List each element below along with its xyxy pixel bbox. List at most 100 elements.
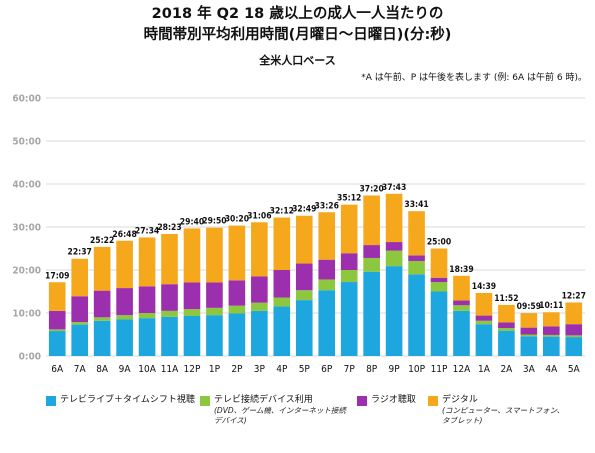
bar-segment-tv [520,336,538,356]
bar-total-label: 30:20 [225,215,249,225]
x-tick-label: 9P [389,364,401,375]
bar-segment-tv [183,316,201,356]
x-tick-label: 1A [478,364,491,375]
bar-segment-tv [408,274,425,356]
bar-segment-radio [318,259,336,280]
bar-segment-device [430,282,448,292]
bar-segment-radio [565,324,583,336]
bar-total-label: 14:39 [472,282,496,292]
x-tick-label: 4A [545,364,558,375]
legend-swatch-radio [357,396,367,406]
legend-swatch-device [200,396,210,406]
bar-segment-tv [318,290,336,356]
bar-total-label: 37:20 [359,184,383,194]
chart-title-line1: 2018 年 Q2 18 歳以上の成人一人当たりの [151,6,444,22]
bar-segment-device [93,317,111,321]
legend-swatch-tv [46,396,56,406]
bar-segment-digital [408,211,425,256]
bar-total-label: 29:40 [180,217,204,227]
y-tick-label: 10:00 [12,309,41,320]
bar-total-label: 17:09 [45,271,69,281]
bar-segment-radio [251,276,268,303]
legend-sub-device: (DVD、ゲーム機、インターネット接続デバイス) [214,406,346,425]
x-tick-label: 12A [453,364,471,375]
bar-segment-digital [340,204,358,254]
legend-label-radio: ラジオ聴取 [371,395,416,405]
bar-segment-tv [71,324,88,356]
legend-item-tv: テレビライブ＋タイムシフト視聴 [46,395,196,406]
bar-segment-digital [48,282,66,311]
bar-total-label: 33:26 [315,201,339,211]
bar-segment-tv [340,282,358,356]
legend-item-device: テレビ接続デバイス利用 (DVD、ゲーム機、インターネット接続デバイス) [200,395,350,426]
legend-label-device: テレビ接続デバイス利用 [214,395,313,405]
legend-item-digital: デジタル (コンピューター、スマートフォン、タブレット) [428,395,568,426]
bar-segment-digital [565,302,583,325]
x-tick-label: 8P [366,364,378,375]
bar-segment-radio [453,300,470,306]
bar-segment-tv [295,300,313,356]
x-tick-label: 7P [344,364,356,375]
x-tick-label: 4P [276,364,288,375]
legend-label-tv: テレビライブ＋タイムシフト視聴 [60,395,195,405]
legend-sub-digital: (コンピューター、スマートフォン、タブレット) [442,406,565,425]
bar-segment-digital [116,240,133,289]
bar-segment-digital [93,246,111,291]
bar-segment-digital [498,304,515,323]
bar-segment-digital [318,212,336,260]
bar-segment-tv [228,313,246,356]
y-tick-label: 20:00 [12,266,41,277]
bar-segment-tv [385,266,403,356]
y-tick-label: 0:00 [19,352,41,363]
x-tick-label: 10A [138,364,156,375]
bar-segment-radio [408,255,425,261]
bar-segment-radio [430,277,448,283]
bar-segment-tv [543,336,560,356]
bar-segment-device [183,309,201,317]
x-tick-label: 12P [184,364,201,375]
bar-total-label: 37:43 [382,183,406,193]
bar-total-label: 12:27 [562,291,586,301]
bar-segment-device [273,297,291,307]
bar-segment-digital [543,312,560,327]
bar-total-label: 32:49 [292,205,316,215]
bar-segment-radio [71,296,88,323]
x-tick-label: 3P [254,364,266,375]
bar-total-label: 09:59 [517,302,541,312]
x-tick-label: 7A [74,364,87,375]
bar-segment-digital [71,258,88,297]
bar-total-label: 29:50 [202,217,226,227]
bar-segment-device [71,322,88,325]
bar-segment-radio [161,284,178,311]
y-tick-label: 30:00 [12,223,41,234]
y-tick-label: 60:00 [12,94,41,105]
x-tick-label: 11A [161,364,179,375]
bar-segment-device [206,307,223,316]
bar-segment-device [363,257,380,272]
bar-segment-radio [48,310,66,330]
bar-total-label: 25:00 [427,238,451,248]
bar-segment-radio [183,282,201,310]
x-tick-label: 2A [500,364,513,375]
bar-segment-digital [363,195,380,246]
x-tick-label: 11P [431,364,448,375]
x-tick-label: 9A [119,364,132,375]
x-tick-label: 5A [568,364,581,375]
x-tick-label: 5P [299,364,311,375]
bar-segment-device [498,328,515,331]
bar-segment-tv [161,316,178,356]
x-tick-label: 3A [523,364,536,375]
bar-segment-device [340,270,358,283]
bar-segment-tv [48,331,66,356]
bar-total-label: 27:34 [135,226,159,236]
bar-segment-device [408,260,425,275]
bar-segment-digital [228,225,246,281]
bar-segment-radio [228,280,246,306]
bar-total-label: 35:12 [337,194,361,204]
chart-subtitle: 全米人口ベース [259,54,336,67]
bar-segment-tv [475,324,493,356]
bar-segment-device [543,334,560,337]
bar-segment-digital [273,217,291,270]
bar-segment-radio [206,282,223,308]
